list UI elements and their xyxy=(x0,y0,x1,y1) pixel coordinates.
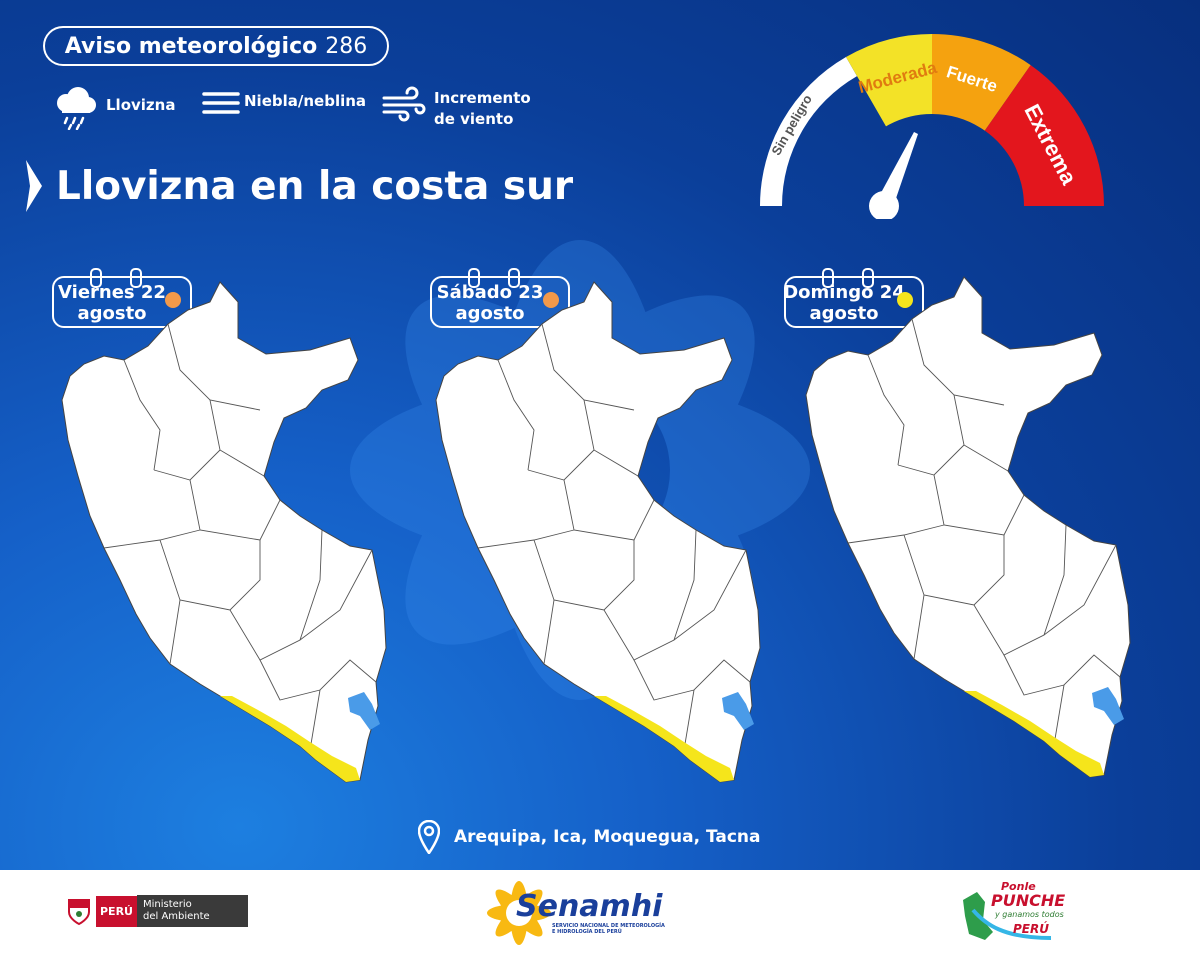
notice-number: 286 xyxy=(325,33,368,59)
day-badge-box: Viernes 22 agosto xyxy=(52,276,192,328)
region-border xyxy=(913,594,925,660)
peru-outline xyxy=(805,276,1131,778)
punche-line3: y ganamos todos xyxy=(995,910,1064,919)
peru-outline xyxy=(435,281,761,783)
region-border xyxy=(867,354,905,466)
calendar-ring-icon xyxy=(90,268,102,288)
affected-regions: Arequipa, Ica, Moquegua, Tacna xyxy=(418,820,760,854)
ponle-punche-logo: Ponle PUNCHE y ganamos todos PERÚ xyxy=(955,880,1080,950)
fog-lines-icon xyxy=(202,92,240,114)
lake-titicaca xyxy=(348,692,380,730)
wind-icon xyxy=(382,86,426,122)
alert-zone-south-coast xyxy=(594,696,734,782)
gauge-segment-moderada xyxy=(846,34,932,127)
region-border xyxy=(673,549,747,641)
gauge-segment-sin-peligro xyxy=(760,57,857,206)
peru-map-sunday xyxy=(805,276,1131,778)
peru-coat-of-arms-icon xyxy=(68,899,90,926)
notice-label: Aviso meteorológico xyxy=(64,33,318,59)
alert-zone-south-coast xyxy=(964,691,1104,777)
legend-fog-label: Niebla/neblina xyxy=(244,92,367,110)
month-label: agosto xyxy=(455,303,525,324)
calendar-ring-icon xyxy=(468,268,480,288)
regions-list: Arequipa, Ica, Moquegua, Tacna xyxy=(454,827,761,847)
notice-badge: Aviso meteorológico 286 xyxy=(43,26,389,66)
senamhi-sun-icon xyxy=(487,881,551,945)
region-border xyxy=(1043,544,1117,636)
senamhi-logo: Senamhi SERVICIO NACIONAL DE METEOROLOGÍ… xyxy=(484,878,665,948)
senamhi-sub1: SERVICIO NACIONAL DE METEOROLOGÍA xyxy=(552,923,665,929)
ministry-logo: PERÚ Ministerio del Ambiente xyxy=(66,895,248,927)
region-border xyxy=(541,323,635,411)
peru-outline xyxy=(61,281,387,783)
calendar-ring-icon xyxy=(862,268,874,288)
chevron-right-icon xyxy=(26,160,42,212)
region-border xyxy=(309,689,321,751)
day-label: Viernes 22 xyxy=(58,282,166,303)
region-border xyxy=(543,599,555,665)
legend-fog: Niebla/neblina xyxy=(202,86,366,118)
region-border xyxy=(189,479,281,541)
legend-wind-label-1: Incremento xyxy=(434,89,531,107)
region-border xyxy=(167,323,261,411)
day-label: Domingo 24 xyxy=(783,282,905,303)
punche-line2: PUNCHE xyxy=(991,891,1066,910)
peru-map-saturday xyxy=(435,281,761,783)
page-title-row: Llovizna en la costa sur xyxy=(26,160,573,212)
calendar-ring-icon xyxy=(508,268,520,288)
region-border xyxy=(299,549,373,641)
gauge-needle xyxy=(869,132,918,219)
senamhi-sub2: E HIDROLOGÍA DEL PERÚ xyxy=(552,929,622,935)
bulletin-canvas: Aviso meteorológico 286 Llovizna Niebla/… xyxy=(0,0,1200,870)
punche-graphic-icon xyxy=(963,882,1075,940)
page-title: Llovizna en la costa sur xyxy=(56,163,574,209)
ministry-line1: Ministerio xyxy=(142,899,192,910)
region-border xyxy=(1053,684,1065,746)
senamhi-name: Senamhi xyxy=(516,889,663,924)
legend-drizzle-label: Llovizna xyxy=(106,96,176,114)
ministry-block: Ministerio del Ambiente xyxy=(136,895,248,927)
region-border xyxy=(933,474,1025,536)
calendar-ring-icon xyxy=(822,268,834,288)
gauge-segments xyxy=(760,34,1104,206)
peru-red-block: PERÚ xyxy=(96,895,137,927)
punche-line4: PERÚ xyxy=(1013,922,1049,936)
lake-titicaca xyxy=(1092,687,1124,725)
legend-drizzle: Llovizna xyxy=(52,86,175,130)
day-badge-box: Domingo 24 agosto xyxy=(783,276,924,328)
legend-wind-label-2: de viento xyxy=(434,110,514,128)
day-badge-friday: Viernes 22 agosto xyxy=(52,268,202,328)
day-label: Sábado 23 xyxy=(436,282,544,303)
alert-zone-south-coast xyxy=(220,696,360,782)
level-dot xyxy=(165,292,181,308)
punche-line1: Ponle xyxy=(1001,880,1036,893)
region-border xyxy=(563,479,655,541)
gauge-segment-fuerte xyxy=(932,34,1031,131)
region-border xyxy=(911,318,1005,406)
month-label: agosto xyxy=(809,303,879,324)
region-border xyxy=(123,359,161,471)
region-border xyxy=(169,599,181,665)
legend-wind: Incremento de viento xyxy=(382,86,531,130)
peru-map-friday xyxy=(61,281,387,783)
day-badge-sunday: Domingo 24 agosto xyxy=(783,268,934,328)
region-border xyxy=(683,689,695,751)
level-dot xyxy=(543,292,559,308)
ministry-line2: del Ambiente xyxy=(142,911,210,922)
region-border xyxy=(497,359,535,471)
day-badge-box: Sábado 23 agosto xyxy=(430,276,570,328)
day-badge-saturday: Sábado 23 agosto xyxy=(430,268,580,328)
gauge-segment-extrema xyxy=(984,65,1104,206)
level-dot xyxy=(897,292,913,308)
drizzle-cloud-icon xyxy=(57,87,96,130)
location-pin-icon xyxy=(418,820,440,854)
month-label: agosto xyxy=(77,303,147,324)
lake-titicaca xyxy=(722,692,754,730)
calendar-ring-icon xyxy=(130,268,142,288)
